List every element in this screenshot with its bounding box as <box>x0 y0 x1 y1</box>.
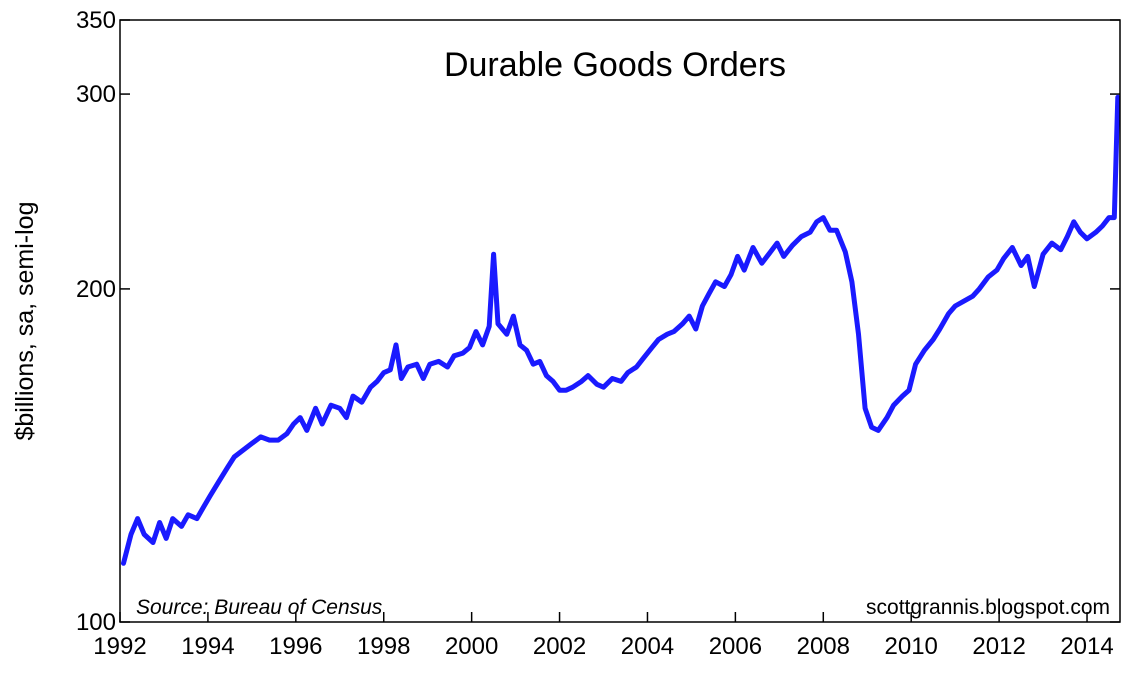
x-tick-label-2014: 2014 <box>1060 633 1113 660</box>
source-note: Source: Bureau of Census <box>136 596 383 619</box>
x-tick-label-2008: 2008 <box>797 633 850 660</box>
y-tick-label-350: 350 <box>76 7 116 34</box>
chart-title: Durable Goods Orders <box>444 46 786 84</box>
x-tick-label-1992: 1992 <box>93 633 146 660</box>
x-tick-label-2000: 2000 <box>445 633 498 660</box>
x-tick-label-2010: 2010 <box>885 633 938 660</box>
y-tick-label-200: 200 <box>76 276 116 303</box>
series-layer <box>121 94 1121 566</box>
x-tick-label-2006: 2006 <box>709 633 762 660</box>
x-tick-label-1998: 1998 <box>357 633 410 660</box>
plot-background <box>120 20 1120 622</box>
y-tick-label-300: 300 <box>76 81 116 108</box>
x-tick-label-1996: 1996 <box>269 633 322 660</box>
y-axis-label: $billions, sa, semi-log <box>11 202 39 441</box>
x-tick-label-1994: 1994 <box>181 633 234 660</box>
x-tick-label-2002: 2002 <box>533 633 586 660</box>
x-tick-labels: 1992 1994 1996 1998 2000 2002 2004 2006 2008 2010… <box>93 633 1113 660</box>
x-tick-marks <box>119 612 1088 622</box>
blog-credit: scottgrannis.blogspot.com <box>866 596 1110 619</box>
y-tick-label-100: 100 <box>76 609 116 636</box>
x-tick-label-2012: 2012 <box>972 633 1025 660</box>
series-line-0 <box>121 94 1121 566</box>
x-tick-label-2004: 2004 <box>621 633 674 660</box>
y-tick-labels: 100 200 300 350 <box>76 7 116 636</box>
plot-frame <box>119 19 1121 623</box>
